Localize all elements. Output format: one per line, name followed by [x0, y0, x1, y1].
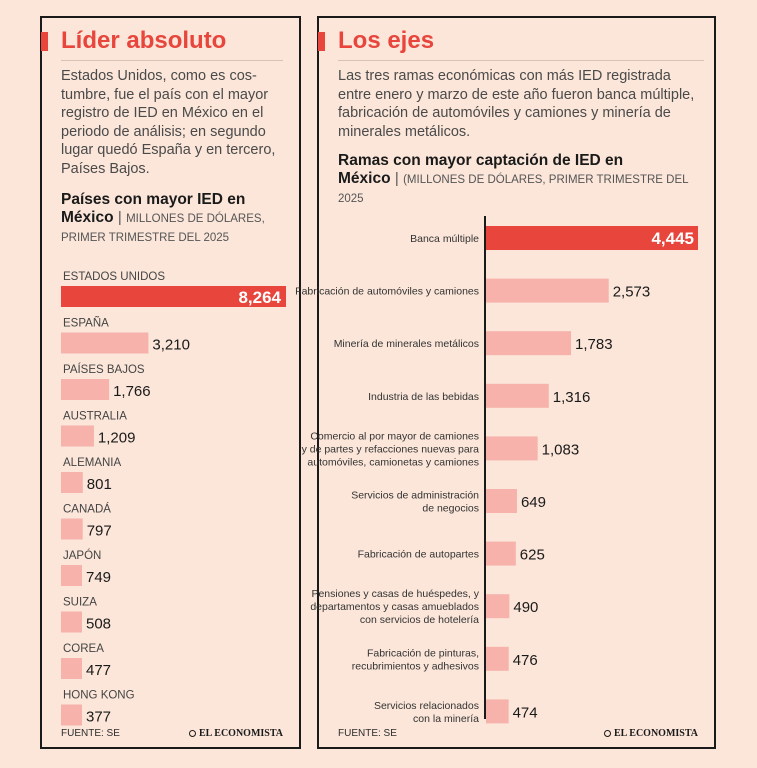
bar	[61, 565, 82, 586]
category-label: ALEMANIA	[63, 457, 121, 469]
bar	[61, 425, 94, 447]
intro-line: tumbre, fue el país con el mayor	[61, 86, 269, 103]
value-label: 377	[86, 709, 111, 726]
category-label: Fabricación de automóviles y camiones	[295, 286, 479, 298]
bar	[61, 611, 82, 633]
value-label: 3,210	[152, 337, 190, 354]
category-label: Pensiones y casas de huéspedes, y departa…	[310, 588, 479, 626]
logo: EL ECONOMISTA	[604, 728, 698, 739]
chart-title-line: Ramas con mayor captación de IED en	[338, 152, 624, 169]
value-label: 4,445	[651, 229, 694, 248]
panel-title: Líder absoluto	[61, 27, 227, 54]
intro-line: registro de IED en México en el	[61, 105, 264, 121]
category-label: Industria de las bebidas	[368, 391, 479, 403]
value-label: 477	[86, 662, 111, 679]
category-label: Fabricación de pinturas, recubrimientos y…	[352, 647, 479, 672]
bar	[61, 379, 110, 400]
value-label: 1,083	[542, 441, 580, 458]
value-label: 8,264	[238, 288, 281, 307]
category-label: Comercio al por mayor de camiones y de pa…	[302, 430, 480, 468]
intro-line: periodo de análisis; en segundo	[61, 123, 266, 140]
bar	[486, 594, 510, 619]
value-label: 1,316	[553, 389, 591, 406]
chart-title: Países con mayor IED en México | MILLONE…	[61, 191, 265, 244]
category-label: HONG KONG	[63, 690, 135, 702]
intro-line: minerales metálicos.	[338, 123, 471, 140]
category-label: SUIZA	[63, 597, 97, 609]
category-label: ESPAÑA	[63, 317, 109, 330]
value-label: 476	[513, 652, 538, 669]
intro-text: Estados Unidos, como es cos- tumbre, fue…	[61, 67, 296, 178]
bar	[486, 436, 538, 461]
right-panel: Los ejes Las tres ramas económicas con m…	[295, 16, 716, 749]
bar	[61, 286, 286, 307]
category-label: Fabricación de autopartes	[358, 549, 479, 561]
intro-line: lugar quedó España y en tercero,	[61, 142, 276, 158]
chart-title-line: México	[338, 170, 391, 187]
bar	[61, 518, 83, 540]
category-label: PAÍSES BAJOS	[63, 363, 145, 376]
value-label: 1,783	[575, 336, 613, 353]
chart-title-line: México	[61, 209, 114, 226]
sectors-bar-chart: 4,445 Banca múltiple 2,573 Fabricación de a…	[295, 216, 698, 725]
source-footer: FUENTE: SE	[61, 728, 120, 739]
category-label: COREA	[63, 643, 104, 655]
source-footer: FUENTE: SE	[338, 728, 397, 739]
bar	[61, 658, 82, 679]
logo-text: EL ECONOMISTA	[199, 728, 283, 739]
bar	[486, 331, 572, 356]
category-label: Servicios relacionados con la minería	[374, 700, 479, 725]
logo-icon	[604, 730, 611, 737]
title-rule	[61, 60, 283, 61]
bar	[486, 226, 698, 250]
bar	[486, 541, 516, 566]
intro-line: entre enero y marzo de este año fueron b…	[338, 86, 695, 103]
value-label: 649	[521, 494, 546, 511]
panel-title: Los ejes	[338, 27, 435, 54]
bar	[486, 489, 517, 513]
intro-line: Las tres ramas económicas con más IED re…	[338, 68, 671, 84]
value-label: 474	[513, 704, 538, 721]
bar	[486, 383, 549, 408]
category-label: Servicios de administración de negocios	[351, 490, 479, 515]
chart-title: Ramas con mayor captación de IED en Méxi…	[338, 152, 689, 205]
bar	[486, 699, 509, 724]
chart-title-line: Países con mayor IED en	[61, 191, 246, 208]
value-label: 1,766	[113, 383, 151, 400]
value-label: 508	[86, 616, 111, 633]
category-label: JAPÓN	[63, 549, 101, 562]
category-label: CANADÁ	[63, 503, 111, 516]
intro-line: Estados Unidos, como es cos-	[61, 68, 257, 84]
value-label: 749	[86, 569, 111, 586]
title-accent	[41, 32, 48, 51]
bar	[61, 704, 82, 726]
chart-subtitle-line: PRIMER TRIMESTRE DEL 2025	[61, 232, 230, 244]
bar	[486, 278, 609, 303]
left-panel: Líder absoluto Estados Unidos, como es c…	[40, 16, 301, 749]
chart-subtitle-line: MILLONES DE DÓLARES,	[126, 213, 265, 225]
category-label: ESTADOS UNIDOS	[63, 271, 165, 283]
chart-subtitle-line: (MILLONES DE DÓLARES, PRIMER TRIMESTRE D…	[338, 174, 689, 205]
title-accent	[318, 32, 325, 51]
bar	[61, 472, 83, 493]
intro-line: fabricación de automóviles y camiones y …	[338, 105, 671, 121]
category-label: Banca múltiple	[410, 233, 479, 245]
intro-text: Las tres ramas económicas con más IED re…	[338, 67, 713, 141]
intro-line: Países Bajos.	[61, 160, 150, 177]
logo-text: EL ECONOMISTA	[614, 728, 698, 739]
value-label: 625	[520, 547, 545, 564]
bar	[486, 646, 509, 671]
bar	[61, 332, 149, 354]
value-label: 2,573	[613, 284, 651, 301]
value-label: 801	[87, 476, 112, 493]
category-label: AUSTRALIA	[63, 411, 127, 423]
countries-bar-chart: ESTADOS UNIDOS 8,264 ESPAÑA 3,210 PAÍSES BAJ…	[61, 271, 286, 726]
title-rule	[338, 60, 704, 61]
value-label: 490	[513, 599, 538, 616]
logo-icon	[189, 730, 196, 737]
category-label: Minería de minerales metálicos	[334, 338, 479, 350]
logo: EL ECONOMISTA	[189, 728, 283, 739]
value-label: 797	[87, 523, 112, 540]
value-label: 1,209	[98, 430, 136, 447]
